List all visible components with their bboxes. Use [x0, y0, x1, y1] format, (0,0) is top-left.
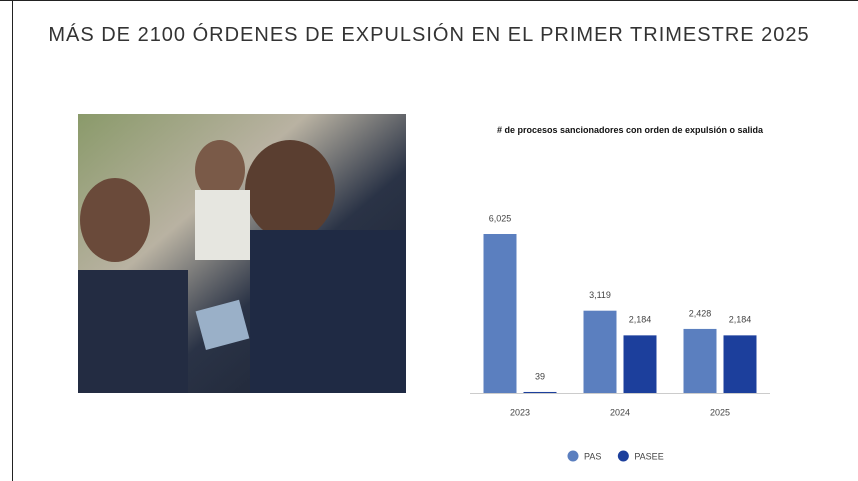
- value-label: 2,184: [729, 315, 752, 325]
- bar: [584, 311, 617, 393]
- bar: [524, 392, 557, 393]
- bar: [484, 234, 517, 393]
- x-tick-label: 2025: [710, 407, 730, 417]
- photo: [78, 114, 406, 393]
- x-tick-label: 2024: [610, 407, 630, 417]
- value-label: 3,119: [589, 290, 611, 300]
- bar: [684, 329, 717, 393]
- bar: [624, 335, 657, 393]
- value-label: 2,184: [629, 315, 652, 325]
- value-label: 2,428: [689, 308, 712, 318]
- chart-title: # de procesos sancionadores con orden de…: [480, 124, 780, 137]
- legend-label: PASEE: [634, 451, 663, 461]
- legend-swatch: [568, 451, 579, 462]
- x-tick-label: 2023: [510, 407, 530, 417]
- slide: MÁS DE 2100 ÓRDENES DE EXPULSIÓN EN EL P…: [0, 0, 858, 481]
- chart: 2023 6,025 39 2024 3,119 2,184 2025 2,428 2,184 P…: [0, 0, 858, 481]
- bar: [724, 335, 757, 393]
- value-label: 6,025: [489, 213, 512, 223]
- legend-swatch: [618, 451, 629, 462]
- legend-label: PAS: [584, 451, 601, 461]
- value-label: 39: [535, 371, 545, 381]
